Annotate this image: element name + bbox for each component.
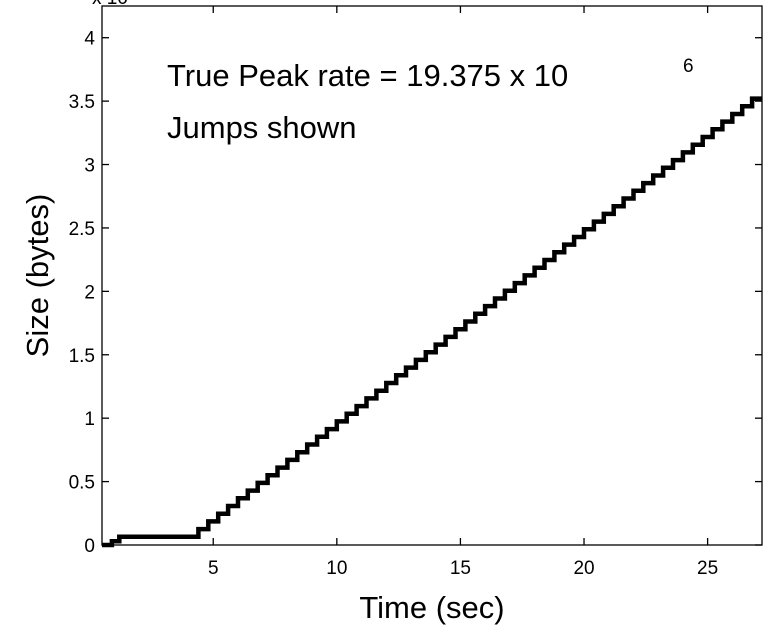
x-tick-label: 25 [697, 558, 718, 579]
x-tick-label: 10 [326, 558, 347, 579]
x-axis-label: Time (sec) [359, 590, 504, 625]
y-tick-label: 4 [84, 29, 95, 50]
x-tick-label: 20 [573, 558, 594, 579]
y-tick-label: 1 [84, 409, 95, 430]
y-tick-label: 0 [84, 536, 95, 557]
plot-frame [101, 5, 763, 546]
y-tick-label: 0.5 [69, 473, 95, 494]
y-tick-label: 1.5 [69, 346, 95, 367]
y-tick-label: 2 [84, 282, 95, 303]
x-axis-ticks: 5 10 15 20 25 [208, 6, 718, 579]
y-tick-label: 3 [84, 156, 95, 177]
plot-area-border [101, 5, 763, 546]
y-axis-exponent-base: x 10 [92, 0, 128, 9]
y-axis-ticks: 0 0.5 1 1.5 2 2.5 3 3.5 4 [69, 29, 762, 557]
x-tick-label: 15 [450, 558, 471, 579]
annotation-peak-rate: True Peak rate = 19.375 x 10 [167, 58, 568, 93]
y-tick-label: 2.5 [69, 219, 95, 240]
series-line [102, 96, 762, 548]
annotation-jumps-shown: Jumps shown [167, 110, 357, 145]
y-tick-label: 3.5 [69, 92, 95, 113]
x-tick-label: 5 [208, 558, 219, 579]
y-axis-label: Size (bytes) [20, 194, 55, 358]
annotation-peak-rate-superscript: 6 [683, 56, 694, 77]
series-layer [102, 96, 762, 548]
